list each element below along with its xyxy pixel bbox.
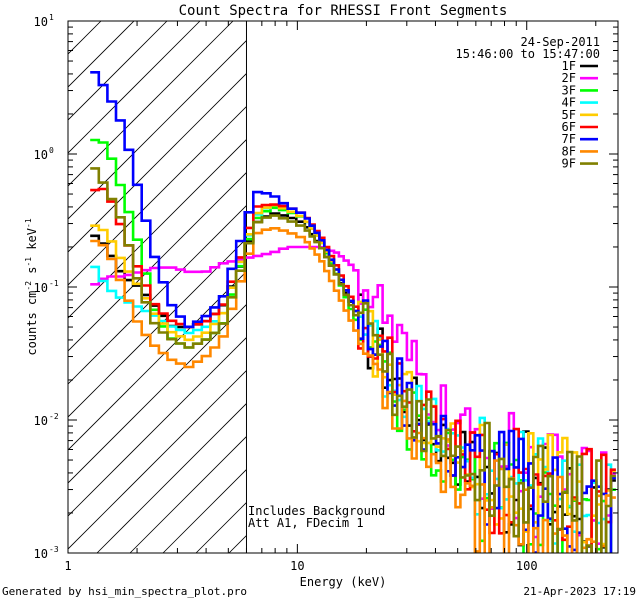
y-tick-exponent: -2 [49, 412, 59, 421]
legend-label: 3F [562, 83, 576, 97]
x-axis: 10 100 [67, 21, 597, 573]
legend-label: 1F [562, 59, 576, 73]
series-line-9F [90, 167, 616, 553]
annotation-attenuator: Att A1, FDecim 1 [248, 516, 364, 530]
y-tick-label: 10 [34, 547, 48, 561]
x-tick-label: 100 [516, 559, 538, 573]
y-label-exp: -1 [24, 218, 33, 228]
y-tick-exponent: -3 [49, 545, 59, 554]
series-line-2F [90, 245, 616, 553]
hatch-line [68, 21, 201, 154]
hatch-line [68, 21, 267, 220]
y-tick-exponent: -1 [49, 279, 59, 288]
hatch-line [68, 21, 300, 253]
legend-label: 5F [562, 108, 576, 122]
x-axis-label: Energy (keV) [300, 575, 387, 589]
chart-title: Count Spectra for RHESSI Front Segments [179, 3, 508, 19]
date-label: 24-Sep-2011 [521, 35, 600, 49]
time-range-label: 15:46:00 to 15:47:00 [456, 47, 601, 61]
y-tick-label: 10 [34, 414, 48, 428]
hatch-line [68, 21, 333, 286]
legend-label: 9F [562, 157, 576, 171]
y-tick-exponent: 1 [49, 13, 54, 22]
hatch-line [68, 21, 168, 121]
footer-generated-by: Generated by hsi_min_spectra_plot.pro [2, 585, 247, 598]
legend-label: 4F [562, 96, 576, 110]
y-tick-label: 10 [34, 281, 48, 295]
legend-label: 7F [562, 132, 576, 146]
y-label-part: s [25, 267, 39, 281]
annotation-background: Includes Background [248, 504, 385, 518]
x-tick-label: 10 [290, 559, 304, 573]
y-label-exp: -1 [24, 257, 33, 267]
y-axis-label: counts cm-2 s-1 keV-1 [24, 218, 39, 355]
footer-timestamp: 21-Apr-2023 17:19 [523, 585, 636, 598]
y-tick-exponent: 0 [49, 146, 54, 155]
series-line-8F [90, 227, 616, 553]
x-tick-label-1: 1 [64, 559, 71, 573]
legend-label: 6F [562, 120, 576, 134]
hatch-line [68, 21, 234, 187]
y-label-part: counts cm [25, 291, 39, 356]
y-label-exp: -2 [24, 281, 33, 291]
legend-label: 8F [562, 144, 576, 158]
y-tick-label: 10 [34, 148, 48, 162]
y-label-part: keV [25, 228, 39, 257]
y-tick-label: 10 [34, 15, 48, 29]
series-lines [90, 71, 616, 553]
legend-label: 2F [562, 71, 576, 85]
